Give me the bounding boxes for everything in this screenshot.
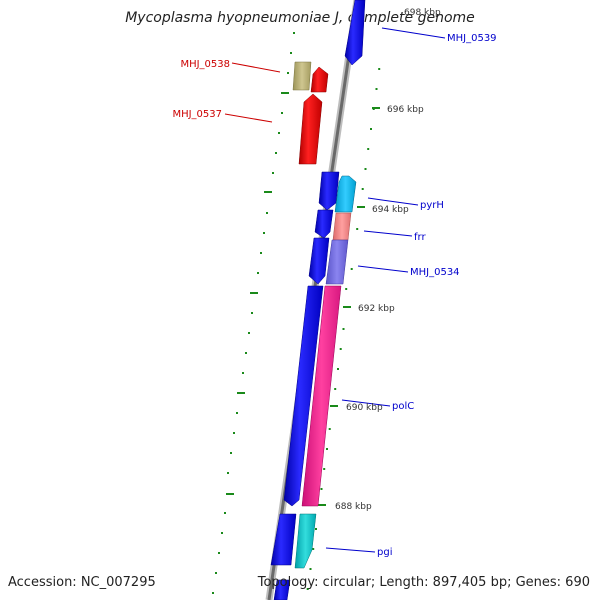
- gene-pyrh[interactable]: [334, 175, 357, 213]
- scale-label: 696 kbp: [387, 105, 424, 115]
- gene-blue-1[interactable]: [318, 171, 340, 211]
- accession-text: Accession: NC_007295: [8, 575, 156, 590]
- inner-ring-dots: [212, 32, 295, 594]
- gene-label[interactable]: polC: [392, 401, 414, 412]
- outer-ring-major-ticks: [318, 107, 380, 506]
- gene-label[interactable]: MHJ_0537: [172, 109, 222, 120]
- gene-mhj-0538[interactable]: [292, 61, 312, 91]
- gene-mhj-0539[interactable]: [344, 0, 366, 66]
- gene-pgi[interactable]: [294, 513, 317, 569]
- gene-blue-5[interactable]: [270, 513, 297, 566]
- gene-blue-long[interactable]: [283, 285, 324, 507]
- scale-label: 698 kbp: [404, 8, 441, 18]
- scale-label: 694 kbp: [372, 205, 409, 215]
- gene-label[interactable]: MHJ_0534: [410, 267, 460, 278]
- map-title: Mycoplasma hyopneumoniae J, complete gen…: [125, 10, 475, 26]
- scale-label: 692 kbp: [358, 304, 395, 314]
- gene-label[interactable]: MHJ_0538: [180, 59, 230, 70]
- scale-label: 690 kbp: [346, 403, 383, 413]
- inner-ring-major-ticks: [226, 92, 289, 495]
- gene-blue-2[interactable]: [314, 209, 334, 239]
- gene-blue-6[interactable]: [273, 579, 291, 600]
- outer-ring-dots: [306, 68, 381, 590]
- gene-label[interactable]: pgi: [377, 547, 392, 558]
- gene-polc[interactable]: [301, 285, 342, 507]
- gene-labels: MHJ_0539 MHJ_0538 MHJ_0537 pyrH frr MHJ_…: [172, 33, 496, 558]
- gene-frr[interactable]: [332, 212, 352, 241]
- scale-labels: 698 kbp 696 kbp 694 kbp 692 kbp 690 kbp …: [335, 8, 441, 512]
- gene-label[interactable]: MHJ_0539: [447, 33, 497, 44]
- gene-label[interactable]: frr: [414, 232, 426, 243]
- gene-mhj-0537[interactable]: [298, 93, 323, 165]
- scale-label: 688 kbp: [335, 502, 372, 512]
- gene-label[interactable]: pyrH: [420, 200, 444, 211]
- gene-mhj-0534[interactable]: [325, 239, 349, 285]
- gene-blue-3[interactable]: [308, 237, 330, 285]
- gene-mhj-0538-b[interactable]: [310, 66, 329, 93]
- gene-features: [270, 0, 366, 600]
- label-leader-lines: [224, 27, 446, 553]
- topology-text: Topology: circular; Length: 897,405 bp; …: [257, 575, 590, 590]
